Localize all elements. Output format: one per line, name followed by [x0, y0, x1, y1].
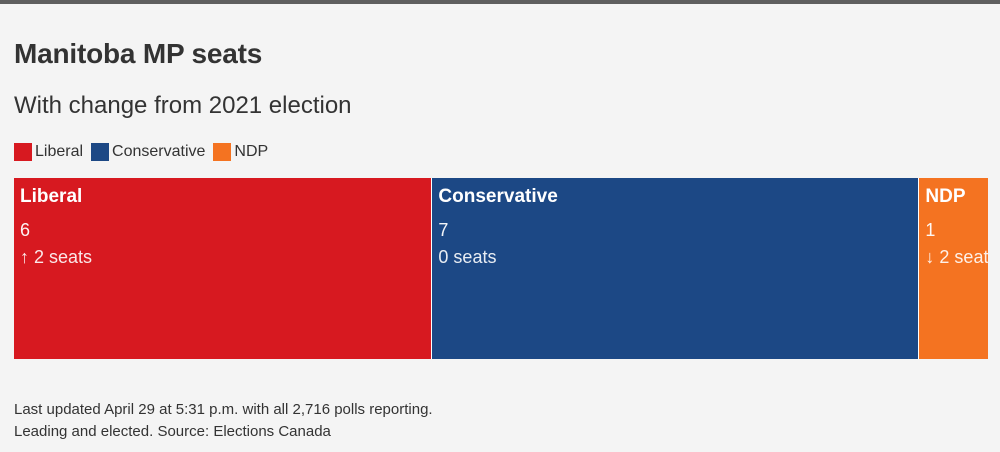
legend-label-liberal: Liberal [35, 143, 84, 160]
bar-segment-ndp: NDP 1 ↓ 2 seats [918, 178, 988, 359]
legend: Liberal Conservative NDP [14, 142, 276, 162]
legend-swatch-liberal [14, 143, 32, 161]
bar-value-conservative: 7 [438, 220, 449, 240]
bar-label-liberal: Liberal [20, 186, 83, 207]
bar-change-ndp: ↓ 2 seats [925, 247, 988, 267]
legend-item-ndp: NDP [213, 143, 268, 161]
bar-segment-liberal: Liberal 6 ↑ 2 seats [14, 178, 432, 359]
legend-swatch-conservative [91, 143, 110, 161]
legend-label-ndp: NDP [234, 143, 269, 160]
bar-value-liberal: 6 [20, 220, 31, 240]
legend-swatch-ndp [213, 143, 232, 161]
legend-label-conservative: Conservative [112, 143, 206, 160]
legend-item-conservative: Conservative [91, 143, 205, 161]
bar-segment-conservative: Conservative 7 0 seats [431, 178, 919, 359]
seat-bar-chart: Liberal 6 ↑ 2 seats Conservative 7 0 seats NDP… [14, 178, 1000, 359]
chart-title: Manitoba MP seats [14, 38, 263, 69]
bar-label-ndp: NDP [925, 186, 966, 207]
chart-subtitle: With change from 2021 election [14, 92, 352, 119]
footer-updated-note: Last updated April 29 at 5:31 p.m. with … [14, 401, 433, 418]
legend-item-liberal: Liberal [14, 143, 83, 161]
top-border [0, 0, 1000, 4]
chart-footer: Last updated April 29 at 5:31 p.m. with … [14, 399, 433, 443]
bar-value-ndp: 1 [925, 220, 936, 240]
bar-label-conservative: Conservative [438, 186, 558, 207]
bar-change-liberal: ↑ 2 seats [20, 247, 93, 267]
bar-change-conservative: 0 seats [438, 247, 497, 267]
footer-source-note: Leading and elected. Source: Elections C… [14, 423, 331, 440]
